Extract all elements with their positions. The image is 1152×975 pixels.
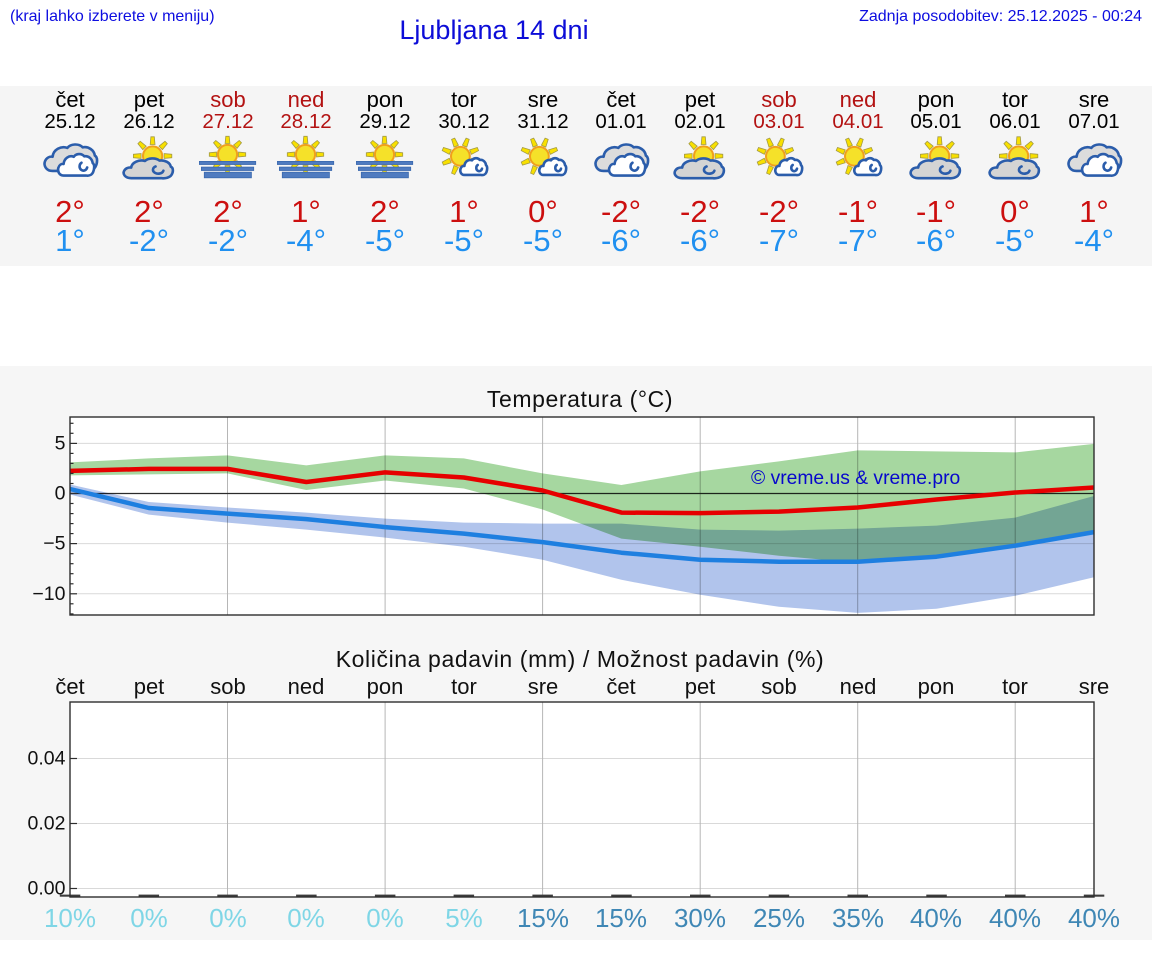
svg-text:0.04: 0.04 — [28, 748, 66, 770]
svg-text:© vreme.us & vreme.pro: © vreme.us & vreme.pro — [751, 468, 960, 489]
svg-text:0.02: 0.02 — [28, 813, 66, 835]
svg-text:−5: −5 — [43, 533, 65, 555]
svg-text:0: 0 — [55, 483, 66, 505]
svg-text:−10: −10 — [32, 583, 65, 605]
svg-text:5: 5 — [55, 432, 66, 454]
svg-text:0.00: 0.00 — [28, 878, 66, 899]
